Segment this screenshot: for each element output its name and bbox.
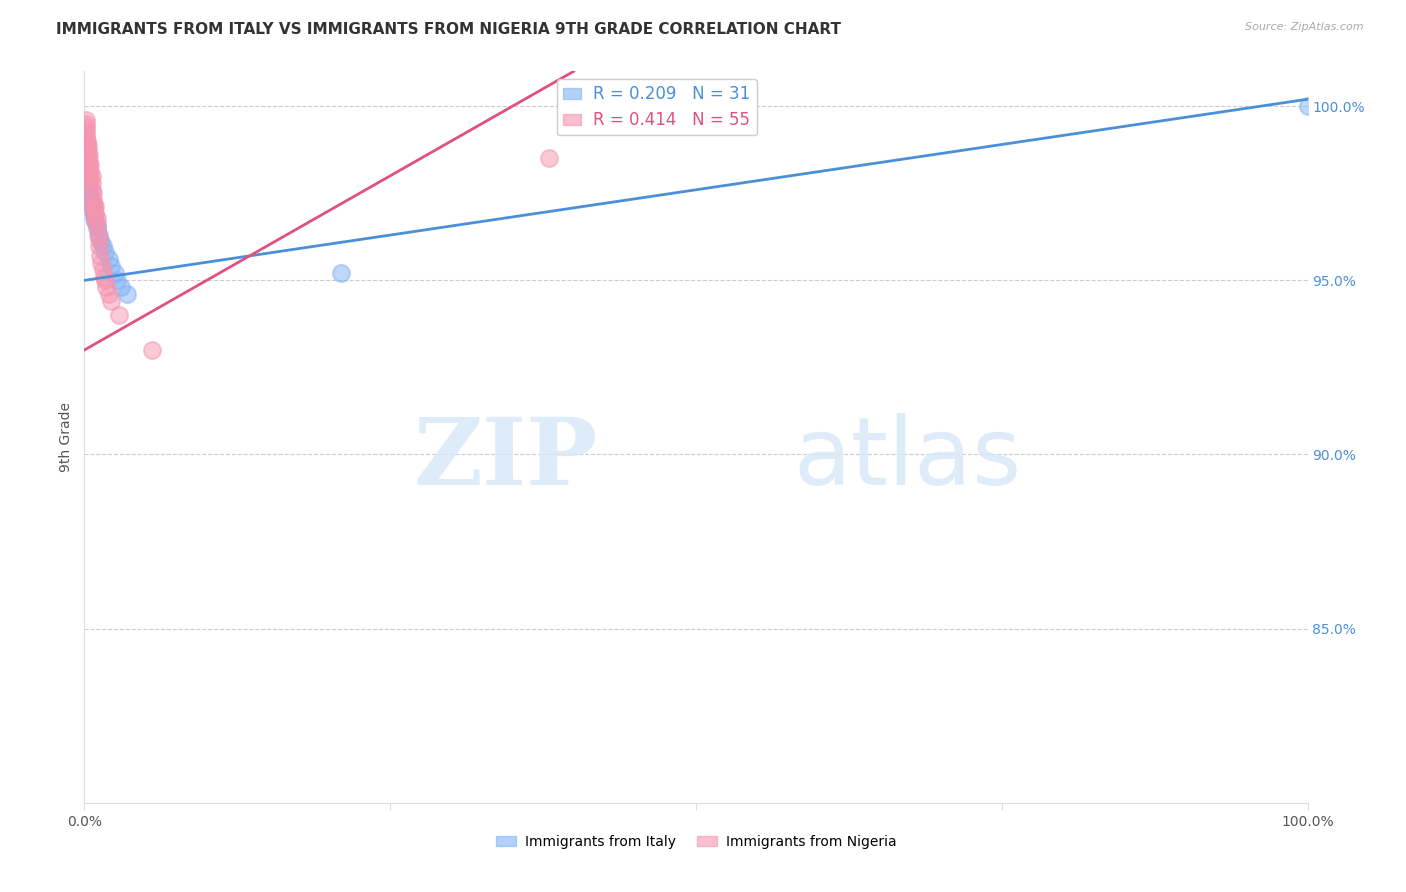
Point — [80, 176, 103, 190]
Point — [75, 123, 97, 137]
Point — [330, 266, 353, 280]
Point — [76, 148, 98, 162]
Point — [77, 176, 100, 190]
Point — [84, 200, 107, 214]
Point — [77, 152, 100, 166]
Point — [87, 231, 110, 245]
Point — [75, 158, 97, 172]
Point — [90, 235, 112, 249]
Point — [76, 169, 98, 183]
Point — [80, 183, 103, 197]
Point — [1296, 99, 1319, 113]
Point — [77, 179, 100, 194]
Point — [115, 287, 138, 301]
Point — [82, 200, 104, 214]
Point — [75, 137, 97, 152]
Point — [75, 152, 97, 166]
Point — [75, 145, 97, 159]
Point — [80, 196, 103, 211]
Y-axis label: 9th Grade: 9th Grade — [59, 402, 73, 472]
Point — [76, 155, 98, 169]
Point — [107, 308, 129, 322]
Point — [86, 218, 108, 232]
Point — [83, 207, 105, 221]
Point — [89, 249, 111, 263]
Point — [90, 256, 112, 270]
Point — [83, 211, 105, 225]
Point — [79, 165, 101, 179]
Point — [86, 221, 108, 235]
Point — [83, 203, 105, 218]
Point — [91, 263, 114, 277]
Text: ZIP: ZIP — [413, 414, 598, 504]
Point — [77, 148, 100, 162]
Point — [538, 152, 561, 166]
Point — [76, 134, 98, 148]
Point — [110, 280, 132, 294]
Point — [96, 280, 118, 294]
Point — [75, 134, 97, 148]
Point — [77, 186, 100, 201]
Point — [91, 238, 114, 252]
Point — [77, 158, 100, 172]
Point — [87, 228, 110, 243]
Point — [141, 343, 163, 357]
Point — [87, 238, 110, 252]
Point — [79, 193, 101, 207]
Point — [82, 193, 104, 207]
Point — [75, 141, 97, 155]
Point — [100, 294, 122, 309]
Point — [105, 273, 128, 287]
Point — [75, 117, 97, 131]
Point — [84, 214, 107, 228]
Point — [76, 161, 98, 176]
Text: Source: ZipAtlas.com: Source: ZipAtlas.com — [1246, 22, 1364, 32]
Point — [77, 161, 100, 176]
Point — [86, 211, 108, 225]
Point — [84, 214, 107, 228]
Point — [100, 260, 122, 274]
Point — [77, 145, 100, 159]
Point — [84, 207, 107, 221]
Point — [75, 130, 97, 145]
Point — [76, 141, 98, 155]
Text: IMMIGRANTS FROM ITALY VS IMMIGRANTS FROM NIGERIA 9TH GRADE CORRELATION CHART: IMMIGRANTS FROM ITALY VS IMMIGRANTS FROM… — [56, 22, 841, 37]
Point — [76, 172, 98, 186]
Point — [79, 158, 101, 172]
Point — [94, 273, 117, 287]
Point — [77, 172, 100, 186]
Point — [75, 161, 97, 176]
Point — [97, 252, 120, 267]
Point — [75, 120, 97, 134]
Point — [94, 245, 117, 260]
Text: atlas: atlas — [794, 413, 1022, 505]
Point — [77, 183, 100, 197]
Legend: Immigrants from Italy, Immigrants from Nigeria: Immigrants from Italy, Immigrants from N… — [491, 830, 901, 855]
Point — [75, 113, 97, 128]
Point — [97, 287, 120, 301]
Point — [77, 155, 100, 169]
Point — [79, 190, 101, 204]
Point — [82, 203, 104, 218]
Point — [82, 186, 104, 201]
Point — [77, 137, 100, 152]
Point — [104, 266, 127, 280]
Point — [77, 169, 100, 183]
Point — [75, 127, 97, 141]
Point — [77, 165, 100, 179]
Point — [87, 228, 110, 243]
Point — [79, 172, 101, 186]
Point — [86, 218, 108, 232]
Point — [93, 269, 115, 284]
Point — [82, 200, 104, 214]
Point — [80, 169, 103, 183]
Point — [83, 196, 105, 211]
